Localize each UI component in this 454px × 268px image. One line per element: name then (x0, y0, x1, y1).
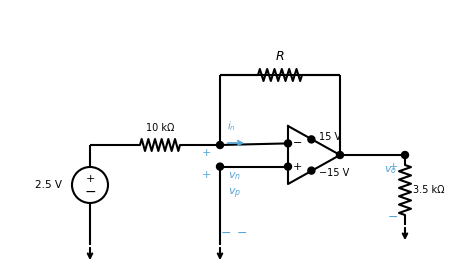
Text: −: − (388, 210, 398, 224)
Text: +: + (201, 170, 211, 180)
Text: 3.5 kΩ: 3.5 kΩ (413, 185, 444, 195)
Circle shape (336, 151, 344, 158)
Text: −: − (293, 138, 302, 148)
Circle shape (308, 167, 315, 174)
Text: R: R (276, 50, 284, 63)
Text: $v_o$: $v_o$ (384, 164, 397, 176)
Text: −: − (84, 185, 96, 199)
Text: +: + (293, 162, 302, 172)
Text: 10 kΩ: 10 kΩ (146, 123, 174, 133)
Text: 2.5 V: 2.5 V (35, 180, 62, 190)
Text: −15 V: −15 V (320, 168, 350, 178)
Text: $i_n$: $i_n$ (227, 119, 236, 133)
Circle shape (285, 140, 291, 147)
Circle shape (217, 163, 223, 170)
Text: −: − (221, 227, 231, 240)
Circle shape (308, 136, 315, 143)
Text: −: − (237, 227, 247, 240)
Text: +: + (201, 148, 211, 158)
Circle shape (401, 151, 409, 158)
Text: +: + (85, 174, 95, 184)
Text: 15 V: 15 V (320, 132, 341, 142)
Text: $v_p$: $v_p$ (228, 187, 241, 201)
Text: +: + (388, 162, 398, 172)
Circle shape (285, 163, 291, 170)
Text: $v_n$: $v_n$ (228, 170, 241, 182)
Circle shape (217, 142, 223, 148)
